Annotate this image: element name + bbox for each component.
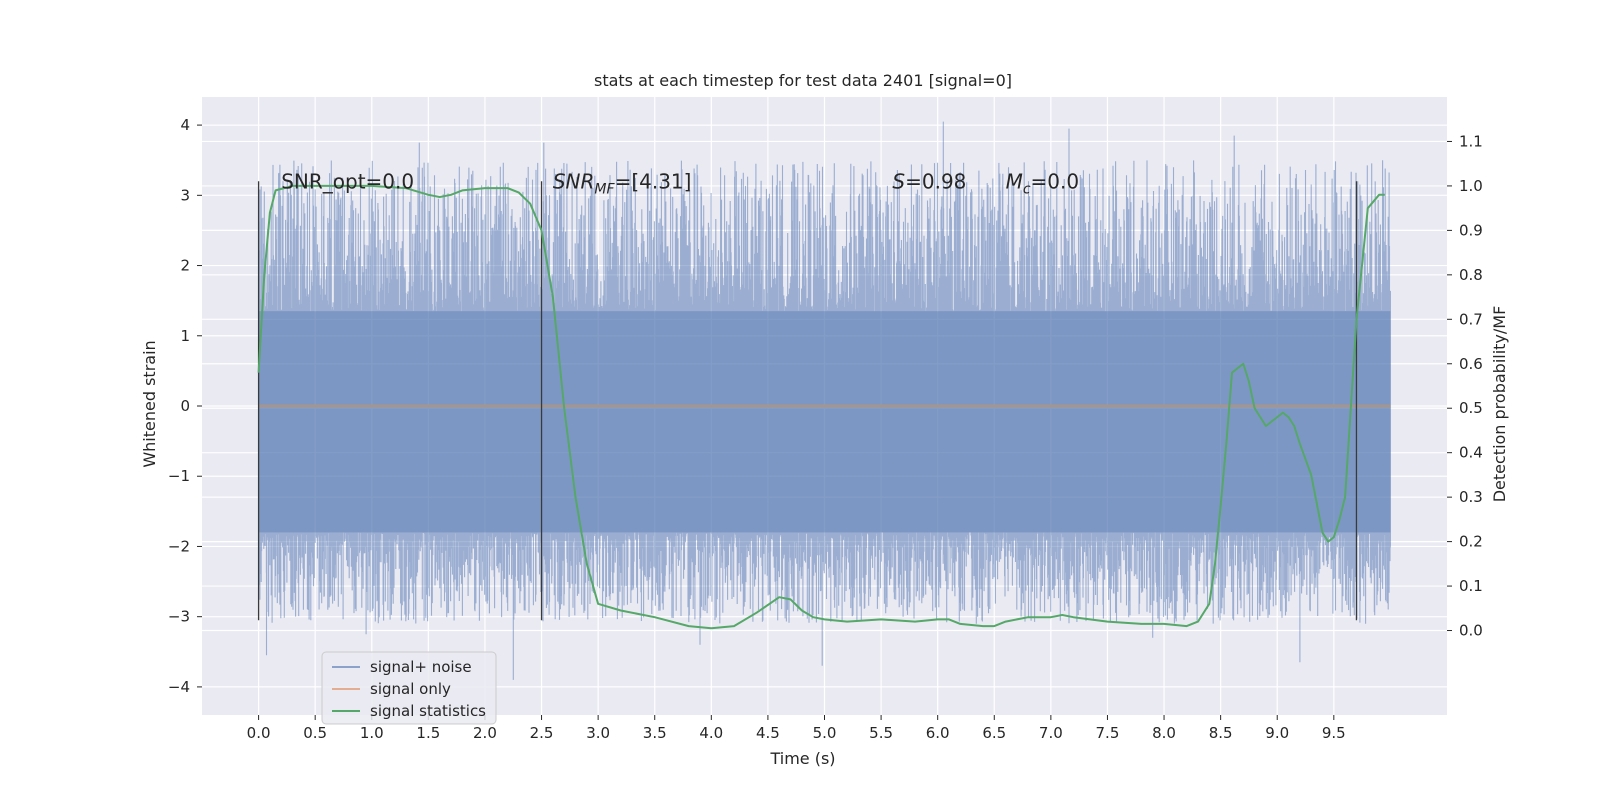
y-tick-label: −3 <box>168 608 190 626</box>
y2-tick-label: 0.4 <box>1459 444 1483 462</box>
x-tick-label: 7.5 <box>1096 724 1120 742</box>
annotations: SNR_opt=0.0 SNRMF=[4.31] S=0.98 Mc=0.0 <box>281 169 1079 197</box>
x-tick-label: 6.5 <box>982 724 1006 742</box>
annotation: Mc=0.0 <box>1006 169 1080 197</box>
y-tick-label: −4 <box>168 678 190 696</box>
x-tick-label: 5.5 <box>869 724 893 742</box>
y-tick-label: −2 <box>168 537 190 555</box>
annotation: SNRMF=[4.31] <box>553 169 692 197</box>
y2-tick-label: 1.1 <box>1459 132 1483 150</box>
x-tick-label: 7.0 <box>1039 724 1063 742</box>
x-axis-label: Time (s) <box>769 749 835 768</box>
y2-tick-label: 0.6 <box>1459 355 1483 373</box>
chart-title: stats at each timestep for test data 240… <box>594 71 1012 90</box>
x-tick-label: 1.0 <box>360 724 384 742</box>
x-tick-label: 4.5 <box>756 724 780 742</box>
y-axis-label: Whitened strain <box>140 340 159 467</box>
y-tick-label: −1 <box>168 467 190 485</box>
stats-line <box>257 184 1385 630</box>
x-tick-label: 6.0 <box>926 724 950 742</box>
x-tick-label: 8.0 <box>1152 724 1176 742</box>
x-tick-label: 1.5 <box>416 724 440 742</box>
ticks: 0.0 0.5 1.0 1.5 2.0 2.5 3.0 3.5 4.0 4.5 5.0 5.5 6.0 6… <box>168 116 1483 742</box>
x-tick-label: 4.0 <box>699 724 723 742</box>
y2-tick-label: 1.0 <box>1459 177 1483 195</box>
y2-tick-label: 0.2 <box>1459 533 1483 551</box>
x-tick-label: 9.0 <box>1265 724 1289 742</box>
x-tick-label: 5.0 <box>813 724 837 742</box>
x-tick-label: 0.0 <box>247 724 271 742</box>
legend-entry: signal+ noise <box>370 658 472 676</box>
x-tick-label: 2.0 <box>473 724 497 742</box>
vertical-markers <box>257 181 1358 621</box>
y2-tick-label: 0.1 <box>1459 577 1483 595</box>
legend-box <box>321 651 497 725</box>
y-tick-label: 2 <box>180 257 190 275</box>
y-tick-label: 3 <box>180 186 190 204</box>
noise-series <box>258 121 1391 680</box>
y2-tick-label: 0.0 <box>1459 622 1483 640</box>
annotation: S=0.98 <box>892 169 966 193</box>
y2-tick-label: 0.8 <box>1459 266 1483 284</box>
y2-axis-label: Detection probability/MF <box>1490 306 1509 503</box>
y2-tick-label: 0.9 <box>1459 221 1483 239</box>
annotation: SNR_opt=0.0 <box>281 169 414 193</box>
x-tick-label: 8.5 <box>1209 724 1233 742</box>
y-tick-label: 4 <box>180 116 190 134</box>
y2-tick-label: 0.3 <box>1459 488 1483 506</box>
x-tick-label: 3.0 <box>586 724 610 742</box>
x-tick-label: 9.5 <box>1322 724 1346 742</box>
x-tick-label: 3.5 <box>643 724 667 742</box>
stats-series <box>257 184 1385 630</box>
legend: signal+ noise signal only signal statistic… <box>321 651 497 725</box>
noise-core-band <box>258 311 1391 533</box>
y2-tick-label: 0.7 <box>1459 310 1483 328</box>
y-tick-label: 0 <box>180 397 190 415</box>
y2-tick-label: 0.5 <box>1459 399 1483 417</box>
x-tick-label: 0.5 <box>303 724 327 742</box>
legend-entry: signal only <box>370 680 451 698</box>
x-tick-label: 2.5 <box>530 724 554 742</box>
legend-entry: signal statistics <box>370 702 486 720</box>
y-tick-label: 1 <box>180 327 190 345</box>
